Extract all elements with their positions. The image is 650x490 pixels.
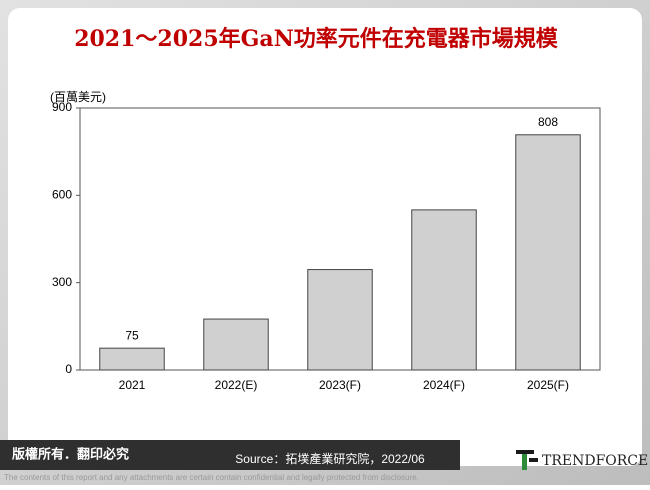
y-tick-label: 300 (52, 275, 72, 289)
bar (411, 209, 477, 371)
y-tick-label: 600 (52, 188, 72, 202)
panel (8, 8, 642, 466)
copyright: 版權所有．翻印必究 (12, 446, 129, 461)
x-tick-label: 2022(E) (215, 378, 258, 392)
logo-text: TRENDFORCE (542, 453, 648, 469)
y-tick-label: 900 (52, 100, 72, 114)
chart-title: 2021～2025年GaN功率元件在充電器市場規模 (74, 26, 559, 52)
bar (515, 134, 581, 371)
value-label: 808 (538, 115, 558, 129)
logo-icon (516, 450, 538, 470)
source: Source：拓墣產業研究院，2022/06 (235, 451, 425, 466)
y-tick-label: 0 (65, 362, 72, 376)
footer-bar (0, 440, 460, 470)
disclaimer: The contents of this report and any atta… (4, 473, 419, 482)
x-tick-label: 2025(F) (527, 378, 569, 392)
value-label: 75 (125, 328, 139, 342)
bar (99, 347, 165, 371)
x-tick-label: 2023(F) (319, 378, 361, 392)
x-tick-label: 2021 (119, 378, 146, 392)
bar (307, 269, 373, 371)
x-tick-label: 2024(F) (423, 378, 465, 392)
bar (203, 318, 269, 371)
y-axis-label: (百萬美元) (50, 90, 106, 104)
